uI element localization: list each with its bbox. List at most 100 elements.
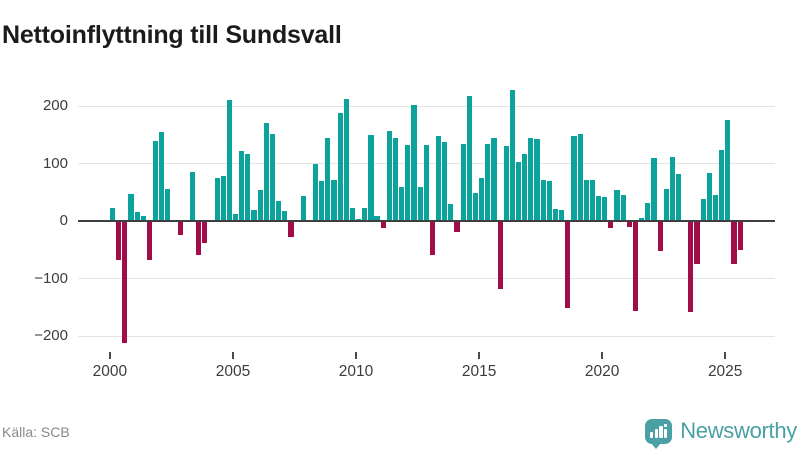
bar	[645, 202, 651, 221]
bar	[232, 213, 239, 221]
x-axis-tick-label: 2000	[92, 363, 128, 380]
bar	[669, 157, 675, 221]
x-axis-tick	[355, 352, 358, 359]
bar	[436, 135, 442, 221]
bar	[380, 222, 386, 228]
bar	[109, 207, 116, 221]
bar	[196, 222, 202, 255]
bar	[608, 222, 614, 228]
bar	[737, 222, 743, 250]
y-axis-tick-label: −100	[34, 269, 68, 287]
bar	[362, 208, 368, 221]
bar	[319, 181, 325, 221]
bar	[712, 195, 719, 221]
bar	[589, 179, 596, 221]
bar	[546, 180, 552, 221]
bar	[552, 208, 559, 221]
bar	[675, 174, 682, 221]
x-axis-tick	[601, 352, 604, 359]
bar	[522, 153, 528, 221]
bar	[263, 122, 269, 221]
x-axis-line	[78, 219, 775, 223]
bar	[725, 120, 731, 221]
bar	[620, 194, 626, 221]
bar	[312, 164, 319, 221]
bar	[202, 222, 208, 244]
bar	[368, 135, 374, 221]
bar	[528, 137, 534, 221]
bar	[282, 211, 288, 221]
bar	[731, 222, 737, 264]
bar	[251, 210, 257, 221]
bar	[651, 157, 657, 221]
newsworthy-wordmark: Newsworthy	[680, 418, 797, 443]
bar	[417, 187, 423, 221]
bar	[116, 222, 122, 260]
x-axis-tick-label: 2025	[707, 363, 743, 380]
bar	[602, 196, 608, 221]
bar	[411, 105, 417, 221]
x-axis-tick	[231, 352, 234, 359]
bar	[540, 180, 546, 221]
bar	[479, 178, 485, 221]
bar	[386, 131, 392, 221]
bar	[485, 143, 491, 221]
bar	[429, 222, 436, 255]
bar	[663, 188, 669, 221]
bar	[706, 172, 712, 221]
bar	[220, 176, 226, 221]
bar	[503, 146, 509, 221]
bar	[140, 215, 146, 221]
bar	[189, 172, 196, 221]
bar	[509, 89, 516, 221]
bar	[245, 154, 251, 221]
bar	[516, 161, 522, 221]
bar	[639, 217, 645, 221]
bar	[577, 133, 583, 221]
bar	[122, 222, 128, 343]
y-axis-tick-label: 0	[59, 212, 68, 229]
bar	[392, 137, 399, 221]
bar	[331, 180, 337, 221]
newsworthy-logo: Newsworthy	[645, 415, 797, 449]
bar	[349, 207, 356, 221]
bar	[472, 193, 479, 221]
bar	[632, 222, 639, 312]
x-axis-tick-label: 2005	[215, 363, 251, 380]
bar	[694, 222, 700, 265]
bar	[337, 112, 343, 221]
y-axis-tick-label: 100	[42, 154, 68, 172]
newsworthy-bubble-chart-icon	[645, 418, 673, 449]
x-axis-tick	[108, 352, 111, 359]
bar	[405, 145, 411, 221]
bar	[657, 222, 663, 251]
gridline	[78, 105, 775, 107]
bar	[448, 204, 454, 221]
bar	[269, 134, 276, 221]
bar	[165, 188, 171, 221]
bar	[128, 193, 134, 221]
bar	[152, 140, 159, 221]
bar	[159, 132, 165, 221]
bar	[134, 211, 140, 221]
bar	[146, 222, 152, 260]
bar	[423, 145, 429, 221]
bar	[626, 222, 632, 227]
y-axis-tick-label: −200	[34, 327, 68, 344]
bar	[343, 98, 349, 221]
bar	[595, 196, 602, 221]
bar	[700, 199, 706, 221]
page-title: Nettoinflyttning till Sundsvall	[2, 20, 342, 49]
bar	[276, 200, 282, 221]
x-axis-tick	[724, 352, 727, 359]
bar	[214, 178, 220, 221]
x-axis-tick-label: 2015	[461, 363, 497, 380]
bar	[559, 209, 565, 221]
bar	[491, 138, 497, 221]
gridline	[78, 335, 775, 337]
bar	[719, 149, 725, 221]
bar	[460, 143, 466, 221]
x-axis-tick	[478, 352, 481, 359]
bar	[688, 222, 694, 312]
